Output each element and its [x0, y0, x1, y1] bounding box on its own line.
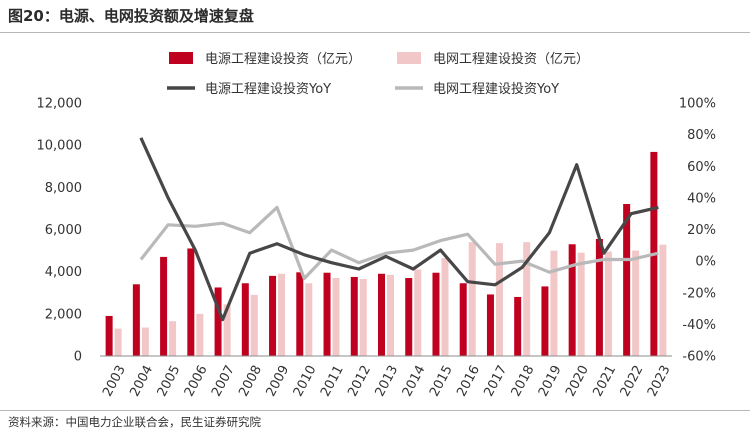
x-tick-label: 2013 — [373, 363, 402, 399]
left-tick-label: 4,000 — [45, 265, 82, 280]
power-investment-bar — [241, 283, 249, 356]
right-axis: -60% -40% -20% 0% 20% 40% 60% 80% 100% — [679, 97, 716, 365]
x-tick-label: 2023 — [645, 363, 674, 399]
power-investment-bar — [350, 276, 358, 356]
line-series — [139, 137, 659, 322]
figure-title: 图20：电源、电网投资额及增速复盘 — [8, 7, 254, 25]
power-investment-bar — [514, 296, 522, 356]
x-tick-label: 2018 — [509, 363, 538, 399]
x-tick-label: 2017 — [481, 363, 510, 399]
grid-investment-bar — [359, 279, 367, 356]
x-tick-label: 2005 — [155, 363, 184, 399]
left-tick-label: 10,000 — [37, 139, 83, 154]
grid-investment-bar — [604, 251, 612, 356]
x-tick-label: 2019 — [536, 363, 565, 399]
chart-legend: 电源工程建设投资（亿元） 电网工程建设投资（亿元） 电源工程建设投资YoY 电网工程建… — [167, 51, 589, 97]
left-axis: 0 2,000 4,000 6,000 8,000 10,000 12,000 — [37, 97, 83, 365]
x-axis: 2003200420052006200720082009201020112012… — [100, 355, 674, 399]
legend-grid-investment-swatch — [397, 52, 421, 64]
power-investment-bar — [568, 244, 576, 356]
x-tick-label: 2004 — [127, 363, 156, 399]
x-tick-label: 2014 — [400, 363, 429, 399]
power-investment-bar — [459, 283, 467, 356]
right-tick-label: 60% — [687, 160, 716, 175]
grid-investment-bar — [278, 273, 286, 356]
right-tick-label: 20% — [687, 223, 716, 238]
right-tick-label: -20% — [682, 286, 716, 301]
left-tick-label: 6,000 — [45, 223, 82, 238]
left-tick-label: 8,000 — [45, 181, 82, 196]
grid-investment-bar — [632, 250, 640, 356]
grid-investment-bar — [196, 313, 204, 356]
grid-investment-bar — [114, 328, 122, 356]
x-tick-label: 2003 — [100, 363, 129, 399]
x-tick-label: 2009 — [264, 363, 293, 399]
power-investment-bar — [296, 272, 304, 356]
grid-investment-bar — [550, 250, 558, 356]
power-investment-bar — [541, 286, 549, 356]
grid-investment-bar — [169, 321, 177, 356]
left-tick-label: 0 — [74, 350, 82, 365]
source-note: 资料来源：中国电力企业联合会，民生证券研究院 — [8, 415, 261, 429]
x-tick-label: 2015 — [427, 363, 456, 399]
grid-investment-bar — [523, 242, 531, 356]
grid-investment-bar — [577, 252, 585, 356]
right-tick-label: -40% — [682, 318, 716, 333]
power-investment-bar — [160, 256, 168, 356]
legend-grid-investment-label: 电网工程建设投资（亿元） — [433, 51, 589, 67]
power-investment-bar — [405, 277, 413, 356]
power-investment-bar — [269, 275, 277, 356]
source-divider — [0, 410, 750, 411]
power-investment-bar — [378, 273, 385, 356]
power-investment-bar — [187, 248, 195, 356]
left-tick-label: 12,000 — [37, 97, 83, 112]
bar-series — [105, 151, 667, 356]
x-tick-label: 2010 — [291, 363, 320, 399]
grid-investment-bar — [659, 244, 667, 356]
right-tick-label: -60% — [682, 350, 716, 365]
grid-investment-bar — [441, 257, 449, 356]
power-investment-bar — [623, 203, 631, 356]
power-investment-bar — [132, 284, 140, 356]
right-tick-label: 80% — [687, 128, 716, 143]
x-tick-label: 2021 — [590, 363, 619, 399]
x-tick-label: 2012 — [345, 363, 374, 399]
x-tick-label: 2022 — [618, 363, 647, 399]
legend-power-investment-label: 电源工程建设投资（亿元） — [205, 51, 361, 67]
grid-investment-bar — [332, 277, 340, 356]
right-tick-label: 40% — [687, 191, 716, 206]
grid-investment-bar — [141, 327, 149, 356]
grid-investment-bar — [414, 269, 422, 356]
x-tick-label: 2020 — [563, 363, 592, 399]
x-tick-label: 2016 — [454, 363, 483, 399]
grid-investment-bar — [468, 242, 476, 356]
legend-grid-yoy-label: 电网工程建设投资YoY — [433, 81, 559, 97]
power-yoy-line — [139, 137, 659, 322]
power-investment-bar — [432, 272, 440, 356]
grid-investment-bar — [387, 274, 394, 356]
legend-power-yoy-label: 电源工程建设投资YoY — [205, 81, 331, 97]
power-investment-bar — [214, 287, 222, 356]
grid-investment-bar — [223, 304, 231, 356]
grid-yoy-line — [139, 205, 659, 281]
power-investment-bar — [595, 238, 603, 356]
title-divider — [0, 32, 750, 33]
x-tick-label: 2011 — [318, 363, 347, 399]
right-tick-label: 0% — [695, 255, 716, 270]
power-investment-bar — [323, 272, 331, 356]
grid-investment-bar — [495, 243, 503, 356]
power-investment-bar — [105, 315, 113, 356]
x-tick-label: 2008 — [236, 363, 265, 399]
grid-investment-bar — [305, 283, 313, 356]
grid-investment-bar — [250, 294, 258, 356]
power-investment-bar — [486, 294, 494, 356]
legend-power-investment-swatch — [169, 52, 193, 64]
right-tick-label: 100% — [679, 97, 716, 112]
x-tick-label: 2007 — [209, 363, 238, 399]
x-tick-label: 2006 — [182, 363, 211, 399]
left-tick-label: 2,000 — [45, 307, 82, 322]
